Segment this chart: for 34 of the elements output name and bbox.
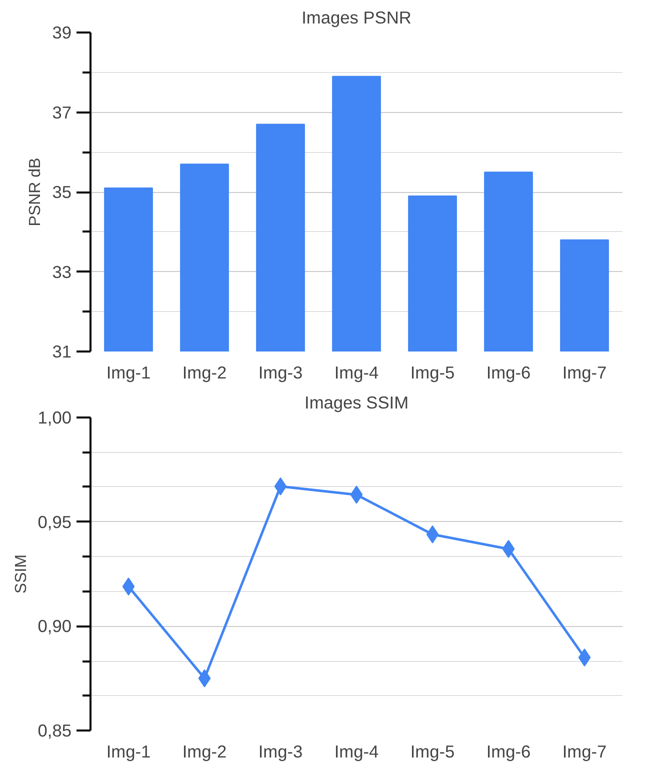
x-tick-label: Img-4 bbox=[334, 362, 380, 382]
y-tick-label: 35 bbox=[52, 182, 72, 202]
x-tick-label: Img-5 bbox=[410, 742, 455, 762]
y-tick-label: 0,95 bbox=[38, 512, 72, 532]
x-tick-label: Img-5 bbox=[410, 362, 455, 382]
x-tick-label: Img-3 bbox=[258, 742, 303, 762]
x-tick-label: Img-6 bbox=[486, 362, 531, 382]
x-tick-label: Img-3 bbox=[258, 362, 303, 382]
x-tick-label: Img-2 bbox=[182, 742, 227, 762]
y-axis-title: PSNR dB bbox=[27, 158, 44, 226]
x-tick-label: Img-1 bbox=[106, 742, 151, 762]
point bbox=[198, 669, 211, 688]
point bbox=[426, 525, 439, 544]
chart-title: Images SSIM bbox=[304, 392, 409, 412]
point bbox=[578, 648, 591, 666]
point bbox=[350, 486, 363, 504]
y-tick-label: 31 bbox=[52, 342, 72, 362]
y-tick-label: 39 bbox=[52, 22, 72, 42]
point bbox=[274, 477, 287, 496]
y-axis-title: SSIM bbox=[12, 554, 30, 594]
y-tick-label: 0,85 bbox=[38, 720, 72, 740]
x-tick-label: Img-4 bbox=[334, 742, 380, 762]
x-tick-label: Img-6 bbox=[486, 742, 531, 762]
y-tick-label: 33 bbox=[52, 262, 72, 282]
y-tick-label: 37 bbox=[52, 102, 72, 122]
x-tick-label: Img-1 bbox=[106, 362, 151, 382]
y-tick-label: 0,90 bbox=[38, 616, 72, 636]
point bbox=[122, 578, 135, 596]
point bbox=[502, 540, 515, 558]
y-tick-label: 1,00 bbox=[38, 408, 72, 428]
x-tick-label: Img-7 bbox=[562, 362, 607, 382]
x-tick-label: Img-7 bbox=[562, 742, 607, 762]
chart-title: Images PSNR bbox=[302, 8, 412, 28]
x-tick-label: Img-2 bbox=[182, 362, 227, 382]
